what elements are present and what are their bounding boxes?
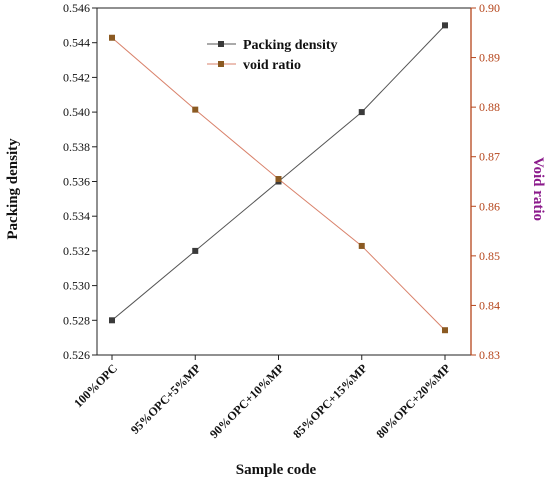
right-tick-label: 0.83	[479, 348, 500, 362]
void-ratio-point	[192, 106, 199, 113]
left-tick-label: 0.536	[63, 175, 90, 189]
right-tick-label: 0.89	[479, 51, 500, 65]
legend-void-marker	[218, 61, 224, 67]
packing-density-point	[109, 317, 115, 324]
category-labels: 100%OPC 95%OPC+5%MP 90%OPC+10%MP 85%OPC+15%…	[71, 361, 453, 441]
axes: 0.526 0.528 0.530 0.532 0.534 0.536 0.538 0.540…	[63, 1, 500, 362]
void-ratio-point	[358, 242, 365, 249]
category-label: 90%OPC+10%MP	[207, 361, 287, 441]
legend-packing-label: Packing density	[243, 38, 338, 53]
left-tick-label: 0.532	[63, 244, 90, 258]
packing-density-point	[192, 247, 199, 254]
left-tick-label: 0.526	[63, 348, 90, 362]
series-layer	[109, 22, 448, 334]
left-tick-label: 0.534	[63, 209, 90, 223]
left-tick-label: 0.530	[63, 279, 90, 293]
left-axis-title: Packing density	[5, 138, 21, 240]
void-ratio-point	[275, 176, 282, 183]
left-tick-label: 0.542	[63, 70, 90, 84]
left-tick-label: 0.528	[63, 313, 90, 327]
legend-packing-marker	[218, 41, 224, 47]
category-label: 85%OPC+15%MP	[290, 361, 370, 441]
legend-void-label: void ratio	[243, 58, 301, 73]
right-tick-label: 0.85	[479, 249, 500, 263]
left-tick-label: 0.544	[63, 36, 90, 50]
right-axis-title: Void ratio	[530, 157, 546, 221]
x-axis-title: Sample code	[236, 462, 317, 478]
right-tick-label: 0.86	[479, 199, 500, 213]
packing-density-point	[442, 22, 448, 29]
category-label: 95%OPC+5%MP	[128, 361, 204, 437]
packing-density-point	[358, 109, 365, 116]
right-tick-label: 0.87	[479, 150, 500, 164]
right-tick-label: 0.84	[479, 298, 500, 312]
left-tick-label: 0.546	[63, 1, 90, 15]
void-ratio-point	[442, 327, 448, 334]
left-tick-label: 0.540	[63, 105, 90, 119]
legend: Packing density void ratio	[207, 38, 338, 73]
category-label: 80%OPC+20%MP	[373, 361, 453, 441]
void-ratio-point	[109, 34, 115, 41]
right-tick-label: 0.90	[479, 1, 500, 15]
category-label: 100%OPC	[71, 361, 120, 410]
left-tick-label: 0.538	[63, 140, 90, 154]
right-tick-label: 0.88	[479, 100, 500, 114]
